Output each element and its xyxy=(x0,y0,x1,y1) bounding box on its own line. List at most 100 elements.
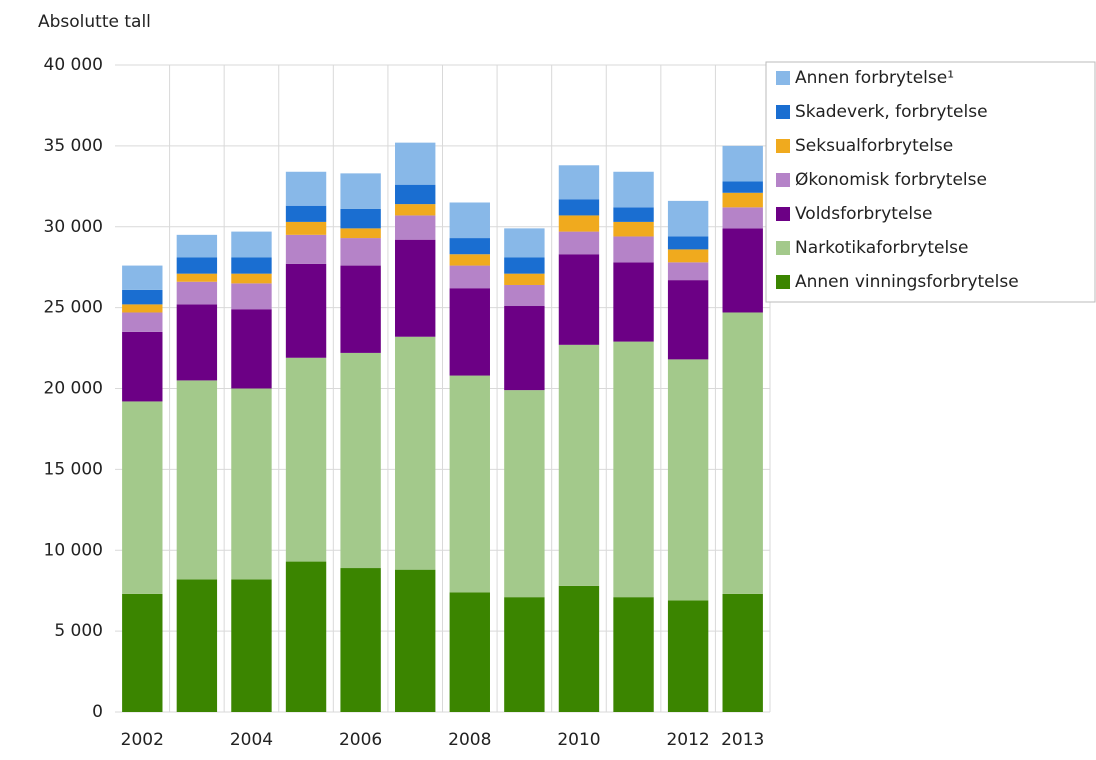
bar-segment xyxy=(176,257,218,274)
bar-segment xyxy=(395,569,436,712)
bar-segment xyxy=(231,231,272,258)
bar-segment xyxy=(340,568,381,712)
legend-swatch xyxy=(776,241,790,255)
bar-segment xyxy=(122,331,163,402)
bar-segment xyxy=(231,309,272,389)
y-tick-label: 20 000 xyxy=(44,379,103,399)
x-tick-label: 2013 xyxy=(721,730,764,750)
legend-label: Annen vinningsforbrytelse xyxy=(795,272,1019,292)
bar-segment xyxy=(231,388,272,580)
legend-label: Seksualforbrytelse xyxy=(795,136,953,156)
bar-segment xyxy=(504,257,545,274)
x-tick-label: 2002 xyxy=(121,730,164,750)
x-tick-label: 2012 xyxy=(666,730,709,750)
bar-segment xyxy=(722,593,763,712)
bar-segment xyxy=(667,200,709,237)
x-tick-label: 2008 xyxy=(448,730,491,750)
bar-segment xyxy=(285,171,327,206)
legend-swatch xyxy=(776,207,790,221)
bar-segment xyxy=(558,199,600,216)
bar-segment xyxy=(176,380,218,580)
legend-swatch xyxy=(776,275,790,289)
bar-segment xyxy=(285,561,327,712)
legend-swatch xyxy=(776,105,790,119)
bar-segment xyxy=(449,375,490,593)
bar-segment xyxy=(395,204,436,216)
y-axis-label: Absolutte tall xyxy=(38,12,151,32)
bar-segment xyxy=(395,142,436,185)
bar-segment xyxy=(176,234,218,258)
bar-segment xyxy=(176,304,218,381)
bar-segment xyxy=(231,283,272,310)
bar-segment xyxy=(449,288,490,376)
bar-segment xyxy=(122,289,163,305)
bar-segment xyxy=(395,239,436,337)
bar-segment xyxy=(231,579,272,712)
legend-label: Annen forbrytelse¹ xyxy=(795,68,954,88)
bar-segment xyxy=(340,228,381,239)
bar-segment xyxy=(667,280,709,360)
bar-segment xyxy=(613,262,654,342)
bar-segment xyxy=(395,215,436,240)
legend-swatch xyxy=(776,71,790,85)
bar-segment xyxy=(613,236,654,263)
bar-segment xyxy=(122,401,163,594)
bar-segment xyxy=(722,145,763,182)
bar-segment xyxy=(231,273,272,284)
bar-segment xyxy=(504,273,545,285)
bar-segment xyxy=(558,215,600,232)
bar-segment xyxy=(285,263,327,358)
legend-box xyxy=(765,61,1096,303)
bar-segment xyxy=(667,262,709,281)
y-tick-label: 30 000 xyxy=(44,217,103,237)
bar-segment xyxy=(667,359,709,601)
bar-segment xyxy=(613,597,654,712)
bar-segment xyxy=(558,165,600,200)
bar-segment xyxy=(285,234,327,264)
bar-segment xyxy=(285,221,327,235)
bar-segment xyxy=(613,341,654,598)
bar-segment xyxy=(449,238,490,255)
y-tick-label: 5 000 xyxy=(54,621,103,641)
bar-segment xyxy=(613,221,654,237)
bar-segment xyxy=(504,306,545,391)
bar-segment xyxy=(613,171,654,208)
bar-segment xyxy=(340,265,381,353)
bar-segment xyxy=(558,254,600,345)
y-tick-label: 25 000 xyxy=(44,298,103,318)
legend-swatch xyxy=(776,173,790,187)
y-tick-label: 0 xyxy=(92,702,103,722)
bar-segment xyxy=(395,336,436,570)
legend-swatch xyxy=(776,139,790,153)
bar-segment xyxy=(667,236,709,250)
bar-segment xyxy=(340,173,381,209)
bar-segment xyxy=(449,265,490,289)
bar-segment xyxy=(667,249,709,263)
x-tick-label: 2010 xyxy=(557,730,600,750)
y-tick-label: 15 000 xyxy=(44,459,103,479)
bar-segment xyxy=(285,205,327,222)
bar-segment xyxy=(722,192,763,208)
bar-segment xyxy=(504,284,545,307)
bar-segment xyxy=(122,304,163,313)
bar-segment xyxy=(504,228,545,258)
bar-segment xyxy=(558,344,600,586)
bar-segment xyxy=(340,208,381,229)
y-tick-label: 35 000 xyxy=(44,136,103,156)
y-tick-label: 40 000 xyxy=(44,55,103,75)
bar-segment xyxy=(449,254,490,266)
bar-segment xyxy=(558,585,600,712)
bar-segment xyxy=(176,579,218,712)
legend-label: Narkotikaforbrytelse xyxy=(795,238,969,258)
bar-segment xyxy=(722,228,763,313)
legend-label: Skadeverk, forbrytelse xyxy=(795,102,988,122)
bar-segment xyxy=(176,273,218,282)
x-tick-label: 2006 xyxy=(339,730,382,750)
legend-label: Økonomisk forbrytelse xyxy=(795,170,987,190)
bar-segment xyxy=(449,202,490,239)
bar-segment xyxy=(504,597,545,712)
bar-segment xyxy=(667,600,709,712)
bar-segment xyxy=(122,312,163,332)
bar-segment xyxy=(340,238,381,266)
